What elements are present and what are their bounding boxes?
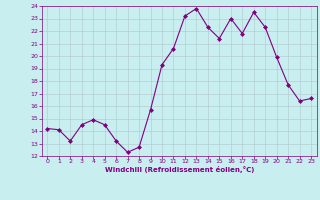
X-axis label: Windchill (Refroidissement éolien,°C): Windchill (Refroidissement éolien,°C)	[105, 166, 254, 173]
